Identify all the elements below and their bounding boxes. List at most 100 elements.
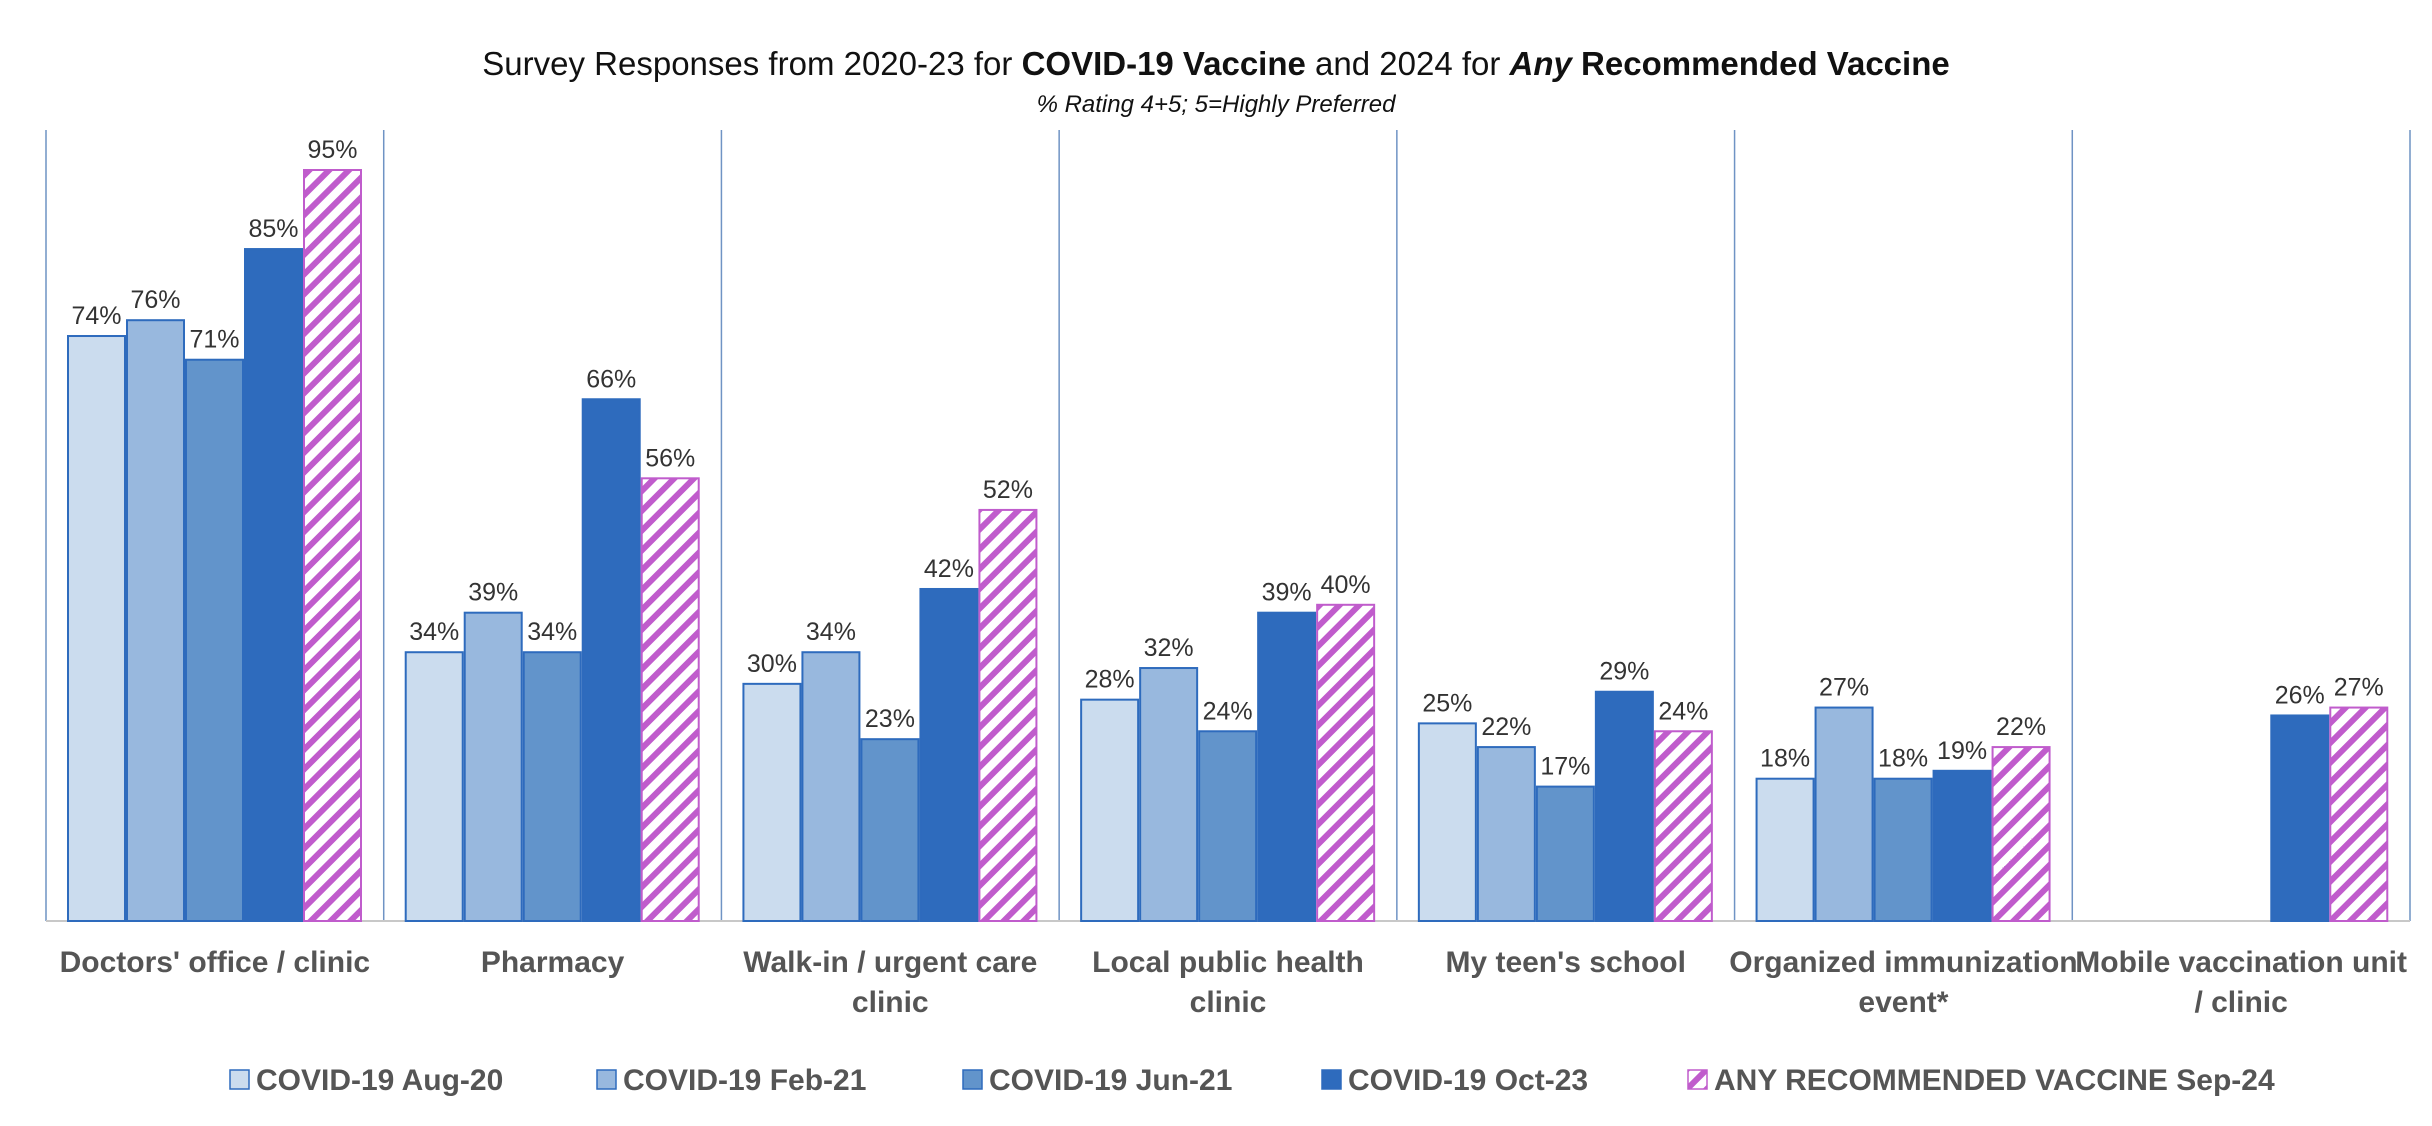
- data-label: 29%: [1599, 658, 1649, 686]
- bar: [1653, 730, 1713, 922]
- legend-label: COVID-19 Oct-23: [1348, 1064, 1588, 1097]
- data-label: 95%: [307, 136, 357, 164]
- chart-title: Survey Responses from 2020-23 for COVID-…: [482, 45, 1949, 82]
- chart-title-part: Survey Responses from 2020-23 for: [482, 45, 1021, 82]
- category-label-line: Pharmacy: [481, 946, 625, 979]
- bar: [404, 651, 464, 923]
- bar-group: 74% 76% 71% 85% 95%: [67, 136, 362, 923]
- data-label: 39%: [1262, 579, 1312, 607]
- category-label-line: Doctors' office / clinic: [60, 946, 371, 979]
- data-label: 18%: [1760, 745, 1810, 773]
- bar: [1873, 777, 1933, 922]
- data-label: 27%: [1819, 674, 1869, 702]
- bar: [185, 358, 244, 922]
- bar: [303, 169, 362, 922]
- data-label: 27%: [2334, 674, 2384, 702]
- bar-group: 28% 32% 24% 39% 40%: [1080, 571, 1376, 923]
- category-label-line: Walk-in / urgent care: [743, 946, 1037, 979]
- category-label: Doctors' office / clinic: [60, 946, 371, 979]
- bar: [1535, 785, 1595, 923]
- bar: [1139, 667, 1199, 922]
- bar-group: 26% 27%: [2270, 674, 2389, 923]
- data-label: 30%: [747, 650, 797, 678]
- category-label-line: clinic: [852, 986, 929, 1019]
- bar: [1755, 777, 1815, 922]
- legend-swatch: [596, 1069, 617, 1090]
- data-label: 34%: [806, 618, 856, 646]
- chart-title-part: COVID-19 Vaccine: [1022, 45, 1306, 82]
- bar: [1198, 730, 1258, 922]
- category-label-line: event*: [1858, 986, 1948, 1019]
- data-label: 22%: [1481, 713, 1531, 741]
- bar: [640, 477, 700, 922]
- bar-group: 18% 27% 18% 19% 22%: [1755, 674, 2051, 923]
- bar: [581, 398, 641, 922]
- data-label: 18%: [1878, 745, 1928, 773]
- chart-subtitle: % Rating 4+5; 5=Highly Preferred: [1037, 91, 1397, 118]
- category-dividers: [45, 130, 2411, 921]
- legend-label: COVID-19 Feb-21: [623, 1064, 866, 1097]
- data-label: 17%: [1540, 753, 1590, 781]
- legend-item: ANY RECOMMENDED VACCINE Sep-24: [1687, 1064, 2275, 1097]
- chart-title-part: Any: [1509, 45, 1574, 82]
- data-label: 26%: [2275, 681, 2325, 709]
- legend-label: COVID-19 Jun-21: [989, 1064, 1232, 1097]
- legend: COVID-19 Aug-20 COVID-19 Feb-21 COVID-19 J…: [229, 1064, 2275, 1097]
- bar: [1417, 722, 1477, 922]
- category-label-line: Organized immunization: [1729, 946, 2077, 979]
- category-label: Walk-in / urgent care clinic: [743, 946, 1037, 1019]
- data-label: 40%: [1321, 571, 1371, 599]
- category-label: Pharmacy: [481, 946, 625, 979]
- category-label: Organized immunization event*: [1729, 946, 2077, 1019]
- bar-group: 30% 34% 23% 42% 52%: [742, 476, 1038, 923]
- bar: [978, 508, 1038, 922]
- bar: [2270, 714, 2330, 922]
- data-label: 24%: [1658, 697, 1708, 725]
- data-label: 34%: [409, 618, 459, 646]
- category-label-line: clinic: [1190, 986, 1267, 1019]
- bar: [244, 248, 303, 923]
- category-label-line: My teen's school: [1445, 946, 1686, 979]
- bar: [742, 682, 802, 922]
- bar: [522, 651, 582, 923]
- category-label: Mobile vaccination unit / clinic: [2075, 946, 2407, 1019]
- legend-label: COVID-19 Aug-20: [256, 1064, 503, 1097]
- bar-groups: 74% 76% 71% 85% 95% 34% 39% 34% 66% 56% 30% 34% 23% 4…: [67, 136, 2389, 923]
- bar-group: 25% 22% 17% 29% 24%: [1417, 658, 1713, 923]
- bar: [126, 319, 185, 922]
- bar: [919, 587, 979, 922]
- legend-item: COVID-19 Jun-21: [962, 1064, 1232, 1097]
- bar: [1932, 769, 1992, 922]
- bar: [67, 335, 126, 923]
- data-label: 22%: [1996, 713, 2046, 741]
- legend-swatch: [229, 1069, 250, 1090]
- data-label: 34%: [527, 618, 577, 646]
- bar: [2329, 706, 2389, 923]
- bar: [1594, 690, 1654, 922]
- legend-item: COVID-19 Aug-20: [229, 1064, 503, 1097]
- chart-title-part: and 2024 for: [1306, 45, 1510, 82]
- category-label-line: / clinic: [2194, 986, 2287, 1019]
- category-labels: Doctors' office / clinic Pharmacy Walk-in …: [60, 946, 2407, 1019]
- bar: [1991, 746, 2051, 923]
- bar: [1814, 706, 1874, 923]
- data-label: 23%: [865, 705, 915, 733]
- data-label: 25%: [1422, 689, 1472, 717]
- legend-label: ANY RECOMMENDED VACCINE Sep-24: [1714, 1064, 2275, 1097]
- data-label: 52%: [983, 476, 1033, 504]
- bar: [1080, 698, 1140, 923]
- legend-item: COVID-19 Oct-23: [1321, 1064, 1588, 1097]
- bar-group: 34% 39% 34% 66% 56%: [404, 365, 700, 923]
- bar: [801, 651, 861, 923]
- data-label: 71%: [189, 326, 239, 354]
- data-label: 42%: [924, 555, 974, 583]
- data-label: 56%: [645, 444, 695, 472]
- legend-item: COVID-19 Feb-21: [596, 1064, 866, 1097]
- bar: [1257, 611, 1317, 923]
- bar: [1316, 603, 1376, 923]
- legend-swatch: [962, 1069, 983, 1090]
- data-label: 85%: [248, 215, 298, 243]
- data-label: 39%: [468, 579, 518, 607]
- data-label: 66%: [586, 365, 636, 393]
- legend-swatch: [1321, 1069, 1342, 1090]
